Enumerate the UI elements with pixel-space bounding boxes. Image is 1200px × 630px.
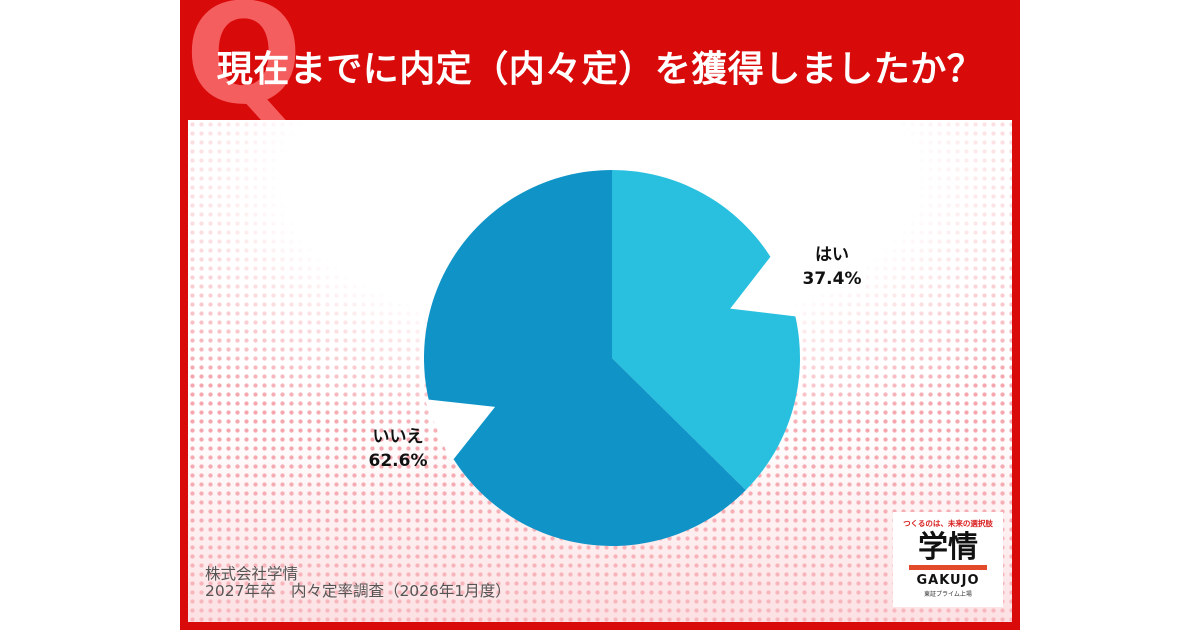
chart-panel: はい 37.4% いいえ 62.6% <box>188 120 1012 622</box>
question-mark-letter: Q <box>185 0 303 135</box>
callout-notch <box>730 253 800 317</box>
pie-chart: はい 37.4% いいえ 62.6% <box>369 170 862 546</box>
footer-company: 株式会社学情 <box>205 565 299 583</box>
pie-slice-no <box>423 170 746 546</box>
pie-slice-yes <box>612 170 800 491</box>
source-footer: 株式会社学情 2027年卒 内々定率調査（2026年1月度） <box>205 566 511 600</box>
logo-bar <box>909 565 987 570</box>
logo-name-jp: 学情 <box>918 530 978 565</box>
slice-value-label: 37.4% <box>803 269 862 289</box>
slice-label: いいえ <box>373 427 424 447</box>
logo-tagline: つくるのは、未来の選択肢 <box>903 519 993 528</box>
logo-name-en: GAKUJO <box>916 573 980 588</box>
footer-survey: 2027年卒 内々定率調査（2026年1月度） <box>205 582 511 600</box>
callout-notch <box>424 399 496 463</box>
page-title: 現在までに内定（内々定）を獲得しましたか？ <box>216 49 984 90</box>
gakujo-logo: つくるのは、未来の選択肢 学情 GAKUJO 東証プライム上場 <box>893 512 1003 607</box>
slice-value-label: 62.6% <box>369 451 428 471</box>
logo-sub: 東証プライム上場 <box>924 591 972 598</box>
slice-label: はい <box>815 245 849 265</box>
